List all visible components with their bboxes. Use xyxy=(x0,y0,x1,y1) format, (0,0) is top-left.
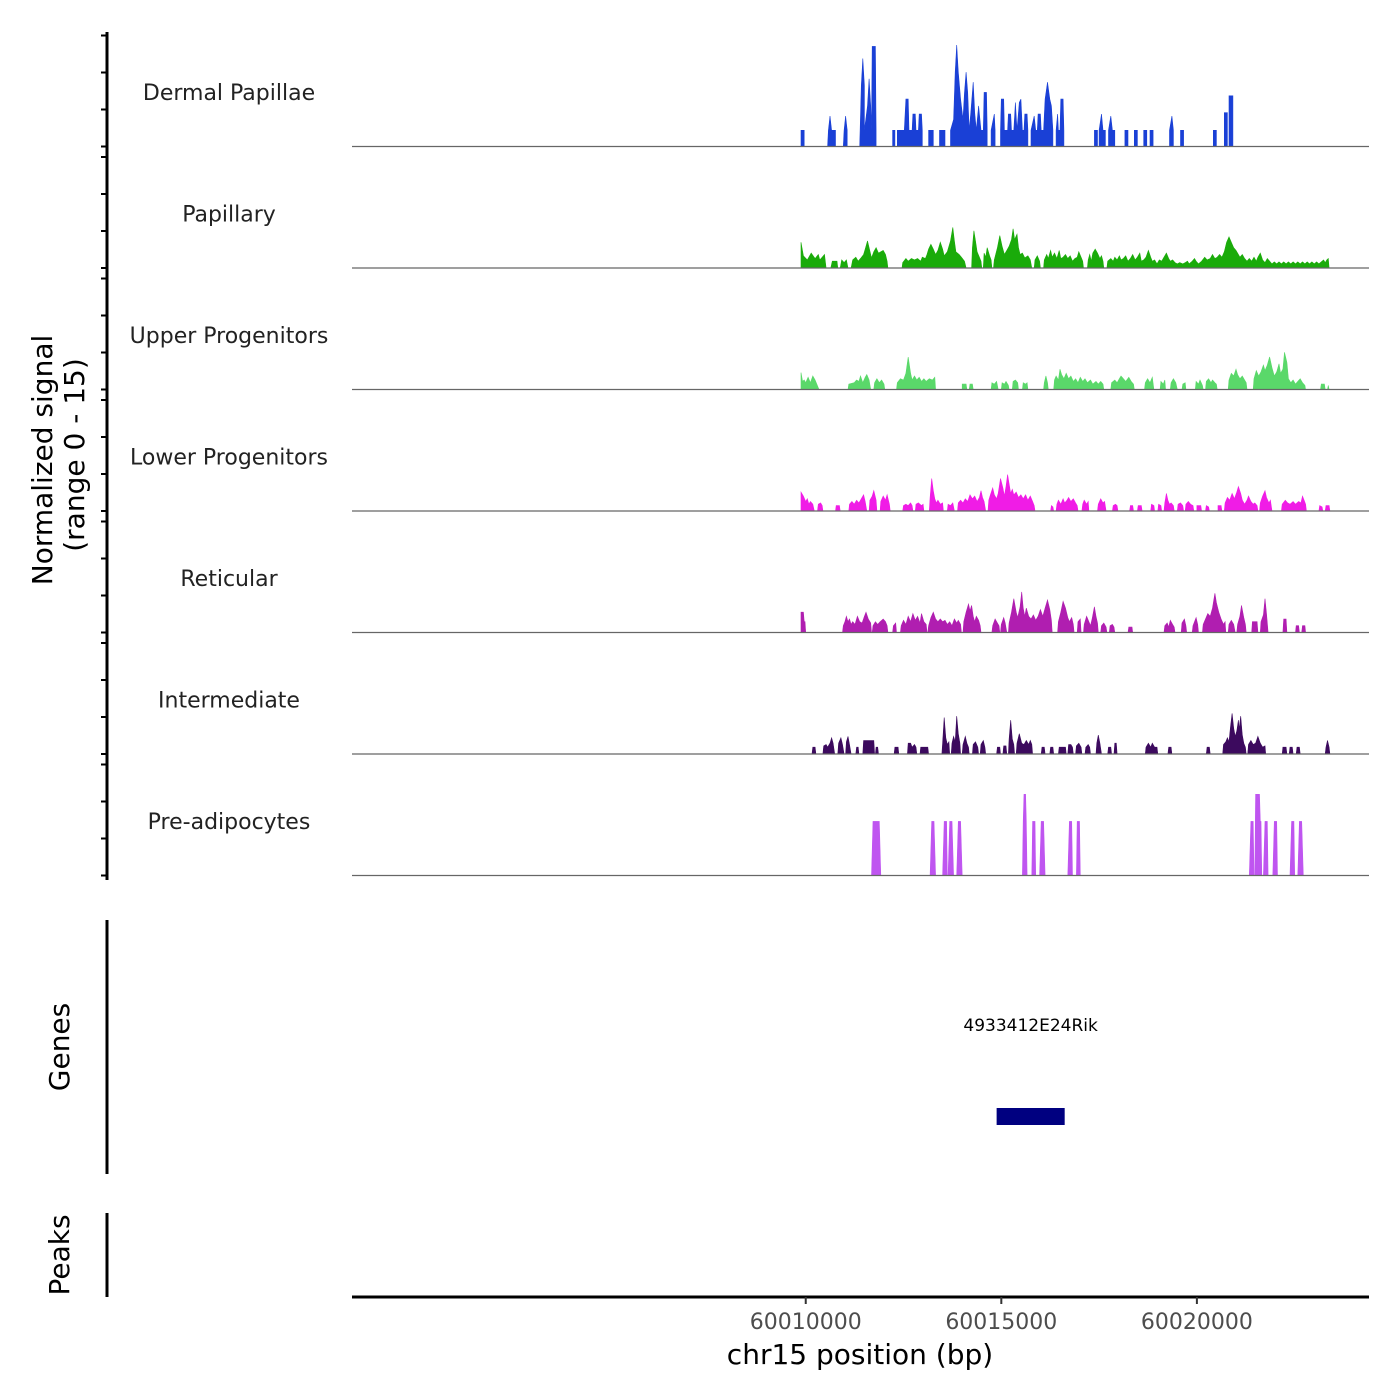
track-pre-adipocytes: Pre-adipocytes xyxy=(148,794,1369,877)
coverage-area-upper-progenitors xyxy=(800,352,1330,390)
genes-track: 4933412E24Rik xyxy=(963,1016,1098,1125)
track-label: Upper Progenitors xyxy=(130,324,329,349)
x-tick-label: 60020000 xyxy=(1141,1310,1253,1335)
y-axis-title-line2: (range 0 - 15) xyxy=(58,358,91,552)
track-dermal-papillae: Dermal Papillae xyxy=(143,44,1369,148)
x-tick-label: 60015000 xyxy=(945,1310,1057,1335)
track-label: Reticular xyxy=(180,567,278,592)
track-label: Papillary xyxy=(182,203,276,228)
track-upper-progenitors: Upper Progenitors xyxy=(130,324,1369,391)
gene-body xyxy=(996,1108,1065,1125)
coverage-area-lower-progenitors xyxy=(800,474,1331,512)
track-intermediate: Intermediate xyxy=(158,689,1369,755)
coverage-area-papillary xyxy=(800,227,1330,269)
coverage-area-dermal-papillae xyxy=(800,44,1234,147)
coverage-area-reticular xyxy=(800,591,1306,633)
x-axis-title: chr15 position (bp) xyxy=(727,1338,993,1371)
track-label: Lower Progenitors xyxy=(130,446,328,471)
signal-tracks: Dermal Papillae Papillary Upper Progenitor… xyxy=(130,44,1369,877)
x-axis: 60010000 60015000 60020000 xyxy=(750,1297,1253,1335)
y-axis-title-line1: Normalized signal xyxy=(26,335,59,586)
track-label: Pre-adipocytes xyxy=(148,810,311,835)
genes-track-title: Genes xyxy=(43,1003,76,1091)
track-label: Dermal Papillae xyxy=(143,81,315,106)
track-lower-progenitors: Lower Progenitors xyxy=(130,446,1369,512)
coverage-area-intermediate xyxy=(811,713,1331,755)
track-label: Intermediate xyxy=(158,689,300,714)
coverage-area-pre-adipocytes xyxy=(871,794,1304,876)
x-tick-label: 60010000 xyxy=(750,1310,862,1335)
gene-label: 4933412E24Rik xyxy=(963,1016,1098,1036)
track-papillary: Papillary xyxy=(182,203,1369,269)
signal-y-axis xyxy=(101,32,109,880)
peaks-track-title: Peaks xyxy=(43,1214,76,1295)
track-reticular: Reticular xyxy=(180,567,1369,634)
